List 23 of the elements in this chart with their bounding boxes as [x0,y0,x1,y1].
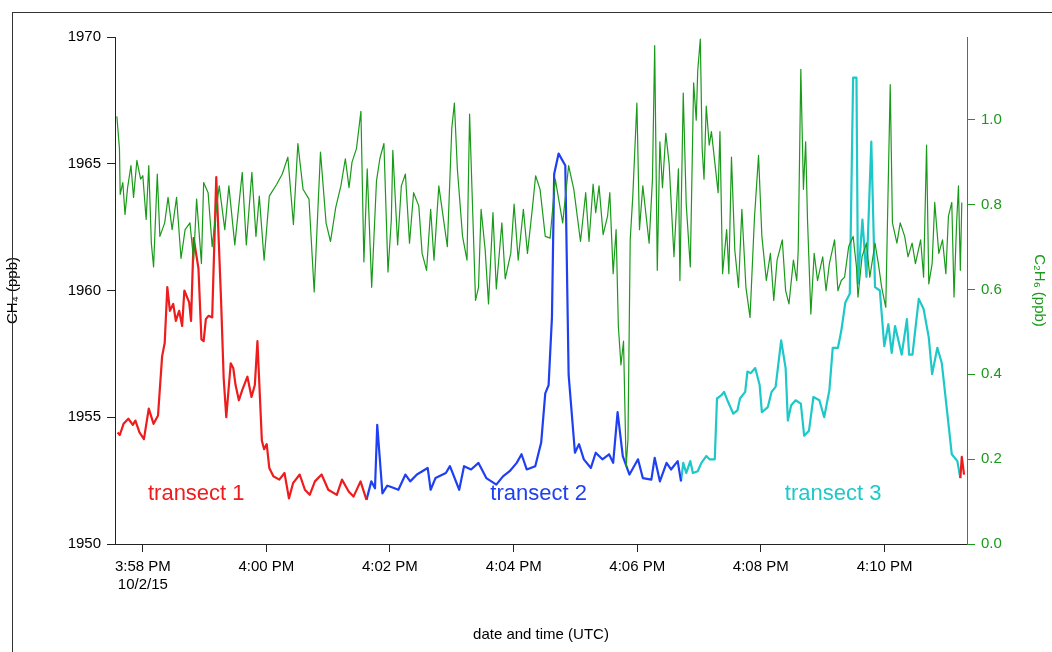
y-tick-label: 1950 [67,534,101,552]
x-tick-label: 4:02 PM [361,557,418,575]
x-tick-label: 3:58 PM 10/2/15 [114,557,171,593]
y2-tick-label: 0.6 [981,279,1002,297]
y2-axis-title: C₂H₆ (ppb) [1031,254,1049,327]
y2-tick-label: 0.4 [981,364,1002,382]
y-tick-label: 1960 [67,280,101,298]
y2-tick-label: 1.0 [981,109,1002,127]
x-tick-label: 4:00 PM [238,557,295,575]
x-tick-label: 4:10 PM [856,557,913,575]
x-tick-label: 4:04 PM [485,557,542,575]
series-label: transect 2 [490,480,587,506]
series-label: transect 1 [147,480,245,506]
y2-tick-label: 0.8 [981,194,1002,212]
x-axis-title: date and time (UTC) [473,625,609,643]
y2-tick-label: 0.0 [981,534,1002,552]
y-tick-label: 1965 [67,153,101,171]
y-tick-label: 1970 [67,27,101,45]
x-tick-label: 4:06 PM [609,557,666,575]
text: transect 3 [784,480,882,506]
x-tick-label: 4:08 PM [732,557,789,575]
y-tick-label: 1955 [67,407,101,425]
y2-tick-label: 0.2 [981,449,1002,467]
